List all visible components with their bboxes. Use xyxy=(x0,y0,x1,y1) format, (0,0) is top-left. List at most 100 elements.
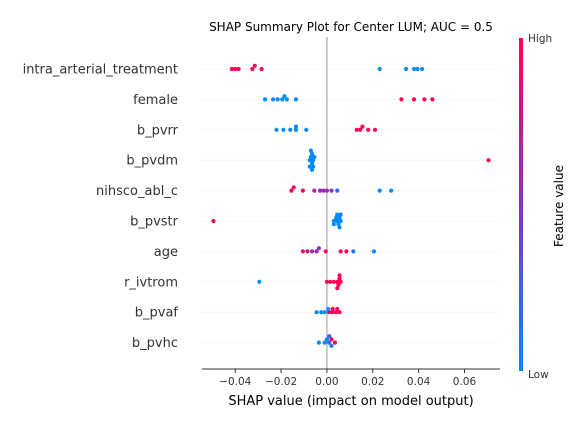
colorbar-low-label: Low xyxy=(528,369,549,381)
shap-point xyxy=(314,249,319,254)
shap-point xyxy=(337,225,342,230)
feature-label-b-pvhc: b_pvhc xyxy=(132,336,178,351)
shap-point xyxy=(337,273,342,278)
shap-point xyxy=(309,167,315,172)
shap-point xyxy=(323,249,328,254)
row-grid xyxy=(202,68,500,343)
colorbar xyxy=(519,38,523,371)
points-layer xyxy=(211,63,491,348)
shap-point xyxy=(335,212,340,217)
feature-label-b-pvaf: b_pvaf xyxy=(135,306,179,321)
colorbar-high-label: High xyxy=(528,33,552,45)
shap-point xyxy=(411,66,417,72)
shap-point xyxy=(312,188,317,193)
shap-point xyxy=(329,337,334,342)
shap-point xyxy=(486,158,491,163)
shap-point xyxy=(377,66,382,72)
shap-point xyxy=(284,97,289,102)
shap-point xyxy=(338,279,343,284)
shap-point xyxy=(280,97,285,102)
shap-point xyxy=(372,127,378,132)
shap-point xyxy=(270,97,276,102)
shap-point xyxy=(331,222,336,227)
shap-point xyxy=(366,127,371,132)
shap-point xyxy=(330,310,335,315)
shap-point xyxy=(337,276,342,281)
shap-point xyxy=(336,222,341,227)
shap-point xyxy=(291,185,296,190)
shap-point xyxy=(308,154,313,160)
shap-point xyxy=(316,246,322,251)
shap-point xyxy=(233,66,238,72)
shap-point xyxy=(324,337,330,342)
shap-point xyxy=(316,340,322,345)
shap-point xyxy=(330,306,335,312)
feature-label-female: female xyxy=(133,93,178,108)
shap-point xyxy=(331,279,336,284)
shap-point xyxy=(358,127,363,132)
shap-point xyxy=(338,212,343,217)
shap-point xyxy=(328,279,333,284)
shap-point xyxy=(338,218,343,224)
shap-point xyxy=(274,127,279,132)
shap-point xyxy=(305,249,310,254)
shap-point xyxy=(377,188,382,193)
colorbar-title: Feature value xyxy=(552,165,566,247)
shap-point xyxy=(300,188,305,193)
x-tick-label: 0.06 xyxy=(453,376,477,388)
x-axis-label: SHAP value (impact on model output) xyxy=(228,394,473,409)
shap-point xyxy=(419,66,425,72)
shap-point xyxy=(322,340,327,345)
shap-point xyxy=(335,286,340,291)
x-tick-label: −0.04 xyxy=(219,376,251,388)
shap-point xyxy=(325,306,331,312)
feature-label-intra-arterial-treatment: intra_arterial_treatment xyxy=(23,63,178,78)
feature-label-b-pvstr: b_pvstr xyxy=(130,215,179,230)
shap-point xyxy=(311,164,316,169)
shap-point xyxy=(311,158,316,163)
shap-point xyxy=(293,97,299,102)
shap-point xyxy=(327,340,332,345)
shap-point xyxy=(360,124,365,129)
shap-point xyxy=(300,249,305,254)
shap-point xyxy=(309,249,315,254)
shap-point xyxy=(252,63,257,68)
shap-point xyxy=(422,97,427,102)
shap-point xyxy=(331,218,336,224)
x-tick-label: 0.00 xyxy=(315,376,338,388)
shap-point xyxy=(334,310,339,315)
shap-point xyxy=(307,158,312,163)
shap-point xyxy=(321,188,326,193)
feature-label-age: age xyxy=(154,245,178,260)
shap-point xyxy=(336,282,341,288)
shap-point xyxy=(259,66,264,72)
shap-point xyxy=(314,310,319,315)
shap-point xyxy=(275,97,280,102)
shap-point xyxy=(282,94,287,99)
feature-label-r-ivtrom: r_ivtrom xyxy=(124,275,178,290)
shap-point xyxy=(344,249,349,254)
shap-point xyxy=(229,66,234,72)
feature-label-b-pvdm: b_pvdm xyxy=(126,154,178,169)
shap-point xyxy=(335,279,340,284)
shap-point xyxy=(329,343,334,348)
shap-point xyxy=(289,188,294,193)
shap-point xyxy=(262,97,268,102)
shap-point xyxy=(250,66,255,72)
shap-point xyxy=(430,97,435,102)
shap-point xyxy=(354,127,359,132)
shap-point xyxy=(327,334,332,339)
shap-point xyxy=(293,124,299,129)
shap-point xyxy=(329,188,334,193)
shap-point xyxy=(308,148,313,153)
shap-point xyxy=(411,97,417,102)
shap-point xyxy=(327,310,332,315)
shap-point xyxy=(317,188,323,193)
feature-label-nihsco-abl-c: nihsco_abl_c xyxy=(96,184,178,199)
x-tick-label: 0.04 xyxy=(407,376,431,388)
shap-point xyxy=(324,279,330,284)
feature-label-b-pvrr: b_pvrr xyxy=(137,123,179,138)
shap-point xyxy=(322,310,327,315)
shap-point xyxy=(338,249,343,254)
shap-point xyxy=(288,127,293,132)
